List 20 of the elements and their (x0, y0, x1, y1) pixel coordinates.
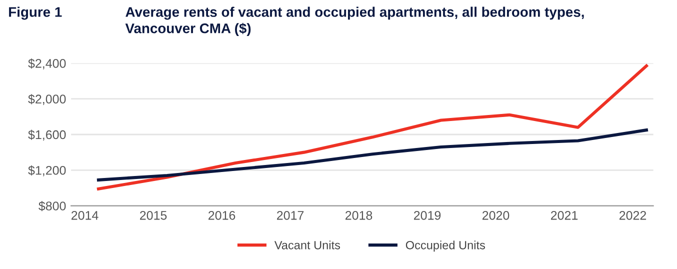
x-tick-label: 2015 (140, 210, 167, 220)
y-tick-label: $1,600 (28, 130, 66, 141)
x-tick-label: 2016 (208, 210, 236, 220)
x-tick-label: 2020 (482, 210, 510, 220)
line-series (96, 64, 648, 190)
legend-label: Vacant Units (274, 240, 340, 250)
legend-label: Occupied Units (406, 240, 485, 252)
x-tick-label: 2019 (414, 210, 441, 220)
y-tick-label: $800 (38, 201, 66, 212)
x-tick-label: 2017 (277, 210, 304, 220)
x-tick-label: 2018 (345, 210, 372, 220)
y-tick-label: $2,000 (28, 94, 66, 105)
chart-title: Average rents of vacant and occupied apartments, all bedroom types, Vancouver CMA ($) (125, 6, 584, 36)
x-tick-label: 2022 (619, 210, 646, 220)
caption: Figure 1 (9, 6, 62, 20)
line-series (96, 128, 648, 182)
x-tick-label: 2014 (72, 210, 98, 220)
x-tick-label: 2021 (550, 210, 578, 220)
y-tick-label: $2,400 (28, 58, 66, 70)
y-tick-label: $1,200 (28, 165, 66, 176)
